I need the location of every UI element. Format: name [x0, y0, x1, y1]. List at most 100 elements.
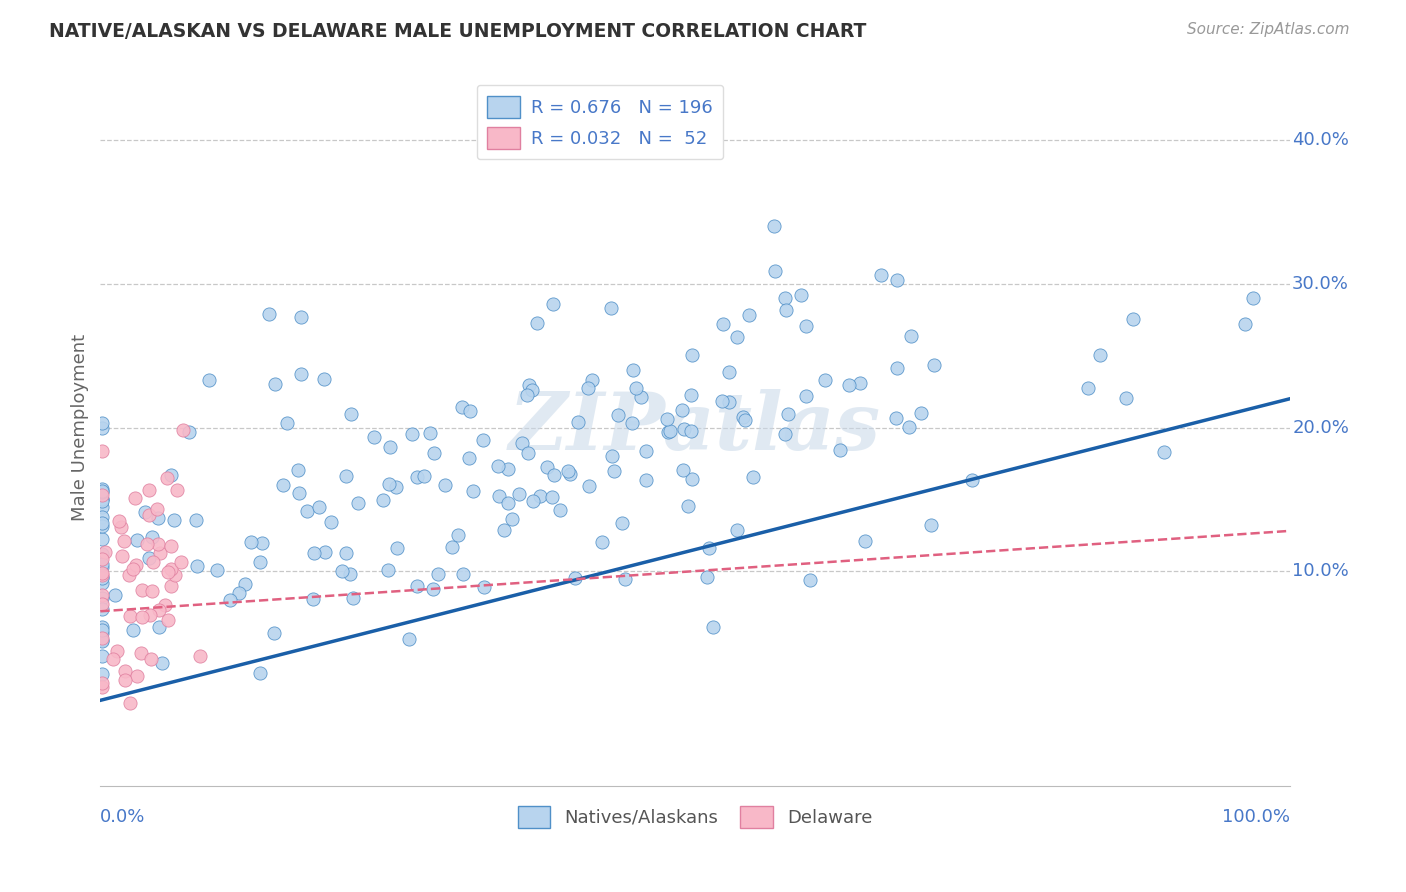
- Point: [496, 496, 519, 510]
- Point: [160, 468, 183, 483]
- Point: [90, 552, 112, 566]
- Point: [516, 388, 538, 402]
- Text: 100.0%: 100.0%: [1222, 808, 1289, 826]
- Point: [775, 303, 797, 318]
- Point: [90, 567, 112, 582]
- Point: [90, 492, 112, 507]
- Point: [371, 493, 394, 508]
- Point: [135, 537, 157, 551]
- Point: [460, 404, 482, 418]
- Point: [90, 484, 112, 499]
- Point: [613, 572, 636, 586]
- Point: [696, 569, 718, 583]
- Point: [90, 620, 112, 634]
- Text: 30.0%: 30.0%: [1292, 275, 1348, 293]
- Point: [458, 450, 481, 465]
- Point: [471, 434, 494, 448]
- Point: [377, 563, 399, 577]
- Point: [451, 567, 474, 582]
- Point: [90, 516, 112, 530]
- Point: [718, 395, 741, 409]
- Point: [205, 563, 228, 577]
- Point: [90, 519, 112, 533]
- Point: [773, 427, 796, 442]
- Point: [558, 467, 581, 482]
- Point: [105, 644, 128, 658]
- Point: [501, 512, 523, 526]
- Point: [607, 408, 630, 422]
- Text: 40.0%: 40.0%: [1292, 131, 1348, 149]
- Point: [378, 441, 401, 455]
- Point: [125, 533, 148, 548]
- Point: [790, 288, 813, 302]
- Point: [578, 479, 600, 493]
- Point: [853, 534, 876, 549]
- Point: [576, 381, 599, 395]
- Point: [148, 603, 170, 617]
- Point: [148, 510, 170, 524]
- Point: [620, 416, 643, 430]
- Point: [114, 673, 136, 688]
- Text: Source: ZipAtlas.com: Source: ZipAtlas.com: [1187, 22, 1350, 37]
- Point: [725, 330, 748, 344]
- Point: [302, 546, 325, 560]
- Point: [773, 291, 796, 305]
- Point: [659, 424, 682, 438]
- Point: [600, 301, 623, 316]
- Point: [139, 607, 162, 622]
- Point: [121, 623, 143, 637]
- Point: [90, 625, 112, 640]
- Point: [672, 422, 695, 436]
- Point: [122, 562, 145, 576]
- Point: [472, 580, 495, 594]
- Point: [898, 420, 921, 434]
- Point: [240, 535, 263, 549]
- Point: [564, 571, 586, 585]
- Point: [441, 541, 464, 555]
- Point: [830, 443, 852, 458]
- Point: [543, 297, 565, 311]
- Point: [90, 492, 112, 507]
- Point: [1234, 317, 1257, 331]
- Point: [385, 481, 408, 495]
- Text: NATIVE/ALASKAN VS DELAWARE MALE UNEMPLOYMENT CORRELATION CHART: NATIVE/ALASKAN VS DELAWARE MALE UNEMPLOY…: [49, 22, 866, 41]
- Point: [634, 473, 657, 487]
- Point: [90, 680, 112, 694]
- Point: [257, 307, 280, 321]
- Point: [603, 464, 626, 478]
- Point: [681, 472, 703, 486]
- Point: [510, 436, 533, 450]
- Point: [91, 488, 114, 502]
- Point: [567, 415, 589, 429]
- Point: [233, 576, 256, 591]
- Point: [90, 494, 112, 508]
- Point: [134, 505, 156, 519]
- Point: [794, 319, 817, 334]
- Point: [900, 329, 922, 343]
- Point: [120, 609, 142, 624]
- Point: [910, 406, 932, 420]
- Point: [508, 487, 530, 501]
- Point: [276, 416, 298, 430]
- Point: [1122, 312, 1144, 326]
- Point: [378, 477, 401, 491]
- Point: [90, 632, 112, 646]
- Point: [1153, 444, 1175, 458]
- Point: [960, 473, 983, 487]
- Point: [263, 377, 285, 392]
- Point: [142, 555, 165, 569]
- Point: [886, 273, 908, 287]
- Point: [870, 268, 893, 282]
- Point: [529, 489, 551, 503]
- Point: [148, 537, 170, 551]
- Point: [90, 634, 112, 648]
- Point: [124, 491, 146, 505]
- Point: [103, 651, 125, 665]
- Point: [681, 424, 703, 438]
- Point: [838, 378, 860, 392]
- Point: [198, 373, 221, 387]
- Point: [526, 316, 548, 330]
- Point: [711, 318, 734, 332]
- Text: 20.0%: 20.0%: [1292, 418, 1348, 436]
- Point: [90, 648, 112, 663]
